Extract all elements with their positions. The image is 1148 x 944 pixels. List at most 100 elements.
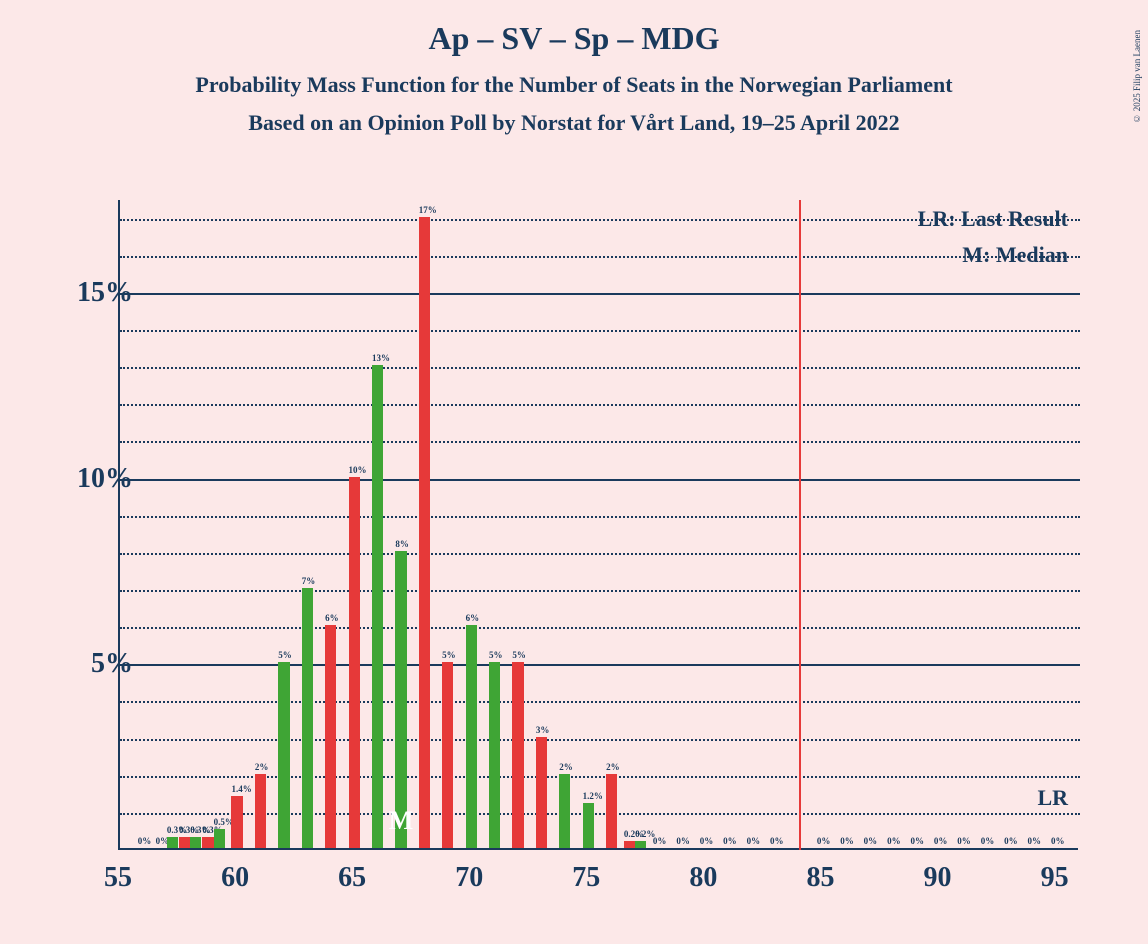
bar-red: 5% [512, 662, 523, 848]
x-axis-label: 90 [924, 862, 952, 894]
x-axis-label: 55 [104, 862, 132, 894]
bar-value-label: 0% [138, 836, 149, 846]
bar-green: 0.3% [167, 837, 178, 848]
grid-minor [120, 553, 1080, 555]
bar-value-label: 0% [840, 836, 851, 846]
y-axis-label: 15% [77, 277, 133, 309]
bar-red: 0.3% [179, 837, 190, 848]
bar-red: 10% [349, 477, 360, 848]
bar-value-label: 0% [653, 836, 664, 846]
bar-value-label: 0% [957, 836, 968, 846]
bar-value-label: 0.2% [635, 829, 646, 839]
bar-value-label: 0.3% [202, 825, 213, 835]
bar-value-label: 0% [864, 836, 875, 846]
bar-green: 0.5% [214, 829, 225, 848]
bar-green: 13% [372, 365, 383, 848]
legend-last-result: LR: Last Result [918, 206, 1068, 232]
bar-green: 5% [278, 662, 289, 848]
bar-value-label: 3% [536, 725, 547, 735]
grid-minor [120, 330, 1080, 332]
grid-minor [120, 701, 1080, 703]
bar-value-label: 8% [395, 539, 406, 549]
bar-value-label: 0% [676, 836, 687, 846]
bar-green: 1.2% [583, 803, 594, 848]
y-axis-label: 10% [77, 463, 133, 495]
bar-value-label: 2% [255, 762, 266, 772]
bar-value-label: 5% [278, 650, 289, 660]
bar-red: 0.3% [202, 837, 213, 848]
bar-value-label: 0% [981, 836, 992, 846]
grid-minor [120, 516, 1080, 518]
bar-value-label: 13% [372, 353, 383, 363]
bar-value-label: 0.3% [179, 825, 190, 835]
chart-subtitle: Probability Mass Function for the Number… [0, 72, 1148, 98]
bar-value-label: 0.5% [214, 817, 225, 827]
bar-value-label: 0% [723, 836, 734, 846]
bar-red: 6% [325, 625, 336, 848]
copyright-text: © 2025 Filip van Laenen [1132, 30, 1142, 123]
grid-minor [120, 256, 1080, 258]
x-axis-label: 75 [572, 862, 600, 894]
bar-green: 6% [466, 625, 477, 848]
plot-area: 0%0%0.3%0.3%0.3%0.3%0.5%1.4%2%5%7%6%10%1… [118, 200, 1078, 850]
bar-value-label: 0% [1004, 836, 1015, 846]
bar-green: 2% [559, 774, 570, 848]
bar-value-label: 0% [700, 836, 711, 846]
x-axis-label: 70 [455, 862, 483, 894]
bar-value-label: 10% [349, 465, 360, 475]
bar-value-label: 5% [512, 650, 523, 660]
grid-minor [120, 367, 1080, 369]
bar-value-label: 2% [559, 762, 570, 772]
chart-subtitle2: Based on an Opinion Poll by Norstat for … [0, 110, 1148, 136]
grid-major [120, 479, 1080, 481]
bar-value-label: 0% [747, 836, 758, 846]
bar-red: 3% [536, 737, 547, 848]
bar-value-label: 0.2% [624, 829, 635, 839]
x-axis-label: 60 [221, 862, 249, 894]
lr-vertical-line [799, 200, 801, 850]
chart-title: Ap – SV – Sp – MDG [0, 20, 1148, 57]
bar-green: 7% [302, 588, 313, 848]
bar-value-label: 6% [466, 613, 477, 623]
grid-major [120, 664, 1080, 666]
x-axis-label: 85 [806, 862, 834, 894]
bar-value-label: 0% [770, 836, 781, 846]
bar-value-label: 5% [442, 650, 453, 660]
bar-green: 0.2% [635, 841, 646, 848]
bar-red: 0.2% [624, 841, 635, 848]
median-marker: M [389, 806, 414, 836]
bar-value-label: 17% [419, 205, 430, 215]
legend-median: M: Median [962, 242, 1068, 268]
x-axis-label: 80 [689, 862, 717, 894]
grid-minor [120, 404, 1080, 406]
bar-value-label: 0.3% [167, 825, 178, 835]
bar-red: 2% [255, 774, 266, 848]
grid-major [120, 293, 1080, 295]
bar-red: 5% [442, 662, 453, 848]
bar-value-label: 6% [325, 613, 336, 623]
y-axis-label: 5% [91, 648, 133, 680]
chart-area: 0%0%0.3%0.3%0.3%0.3%0.5%1.4%2%5%7%6%10%1… [118, 200, 1108, 850]
bar-red: 17% [419, 217, 430, 848]
bar-value-label: 0% [1028, 836, 1039, 846]
bar-value-label: 0.3% [190, 825, 201, 835]
bar-green: 5% [489, 662, 500, 848]
bar-value-label: 1.4% [231, 784, 242, 794]
bar-value-label: 0% [156, 836, 167, 846]
bar-value-label: 7% [302, 576, 313, 586]
bar-value-label: 0% [817, 836, 828, 846]
x-axis-label: 65 [338, 862, 366, 894]
bar-value-label: 0% [887, 836, 898, 846]
bar-red: 2% [606, 774, 617, 848]
lr-marker: LR [1037, 785, 1068, 811]
grid-minor [120, 590, 1080, 592]
bar-green: 0.3% [190, 837, 201, 848]
bar-value-label: 0% [910, 836, 921, 846]
bar-value-label: 1.2% [583, 791, 594, 801]
grid-minor [120, 739, 1080, 741]
bar-value-label: 5% [489, 650, 500, 660]
bar-value-label: 0% [1051, 836, 1062, 846]
x-axis-label: 95 [1041, 862, 1069, 894]
bar-value-label: 0% [934, 836, 945, 846]
grid-minor [120, 627, 1080, 629]
